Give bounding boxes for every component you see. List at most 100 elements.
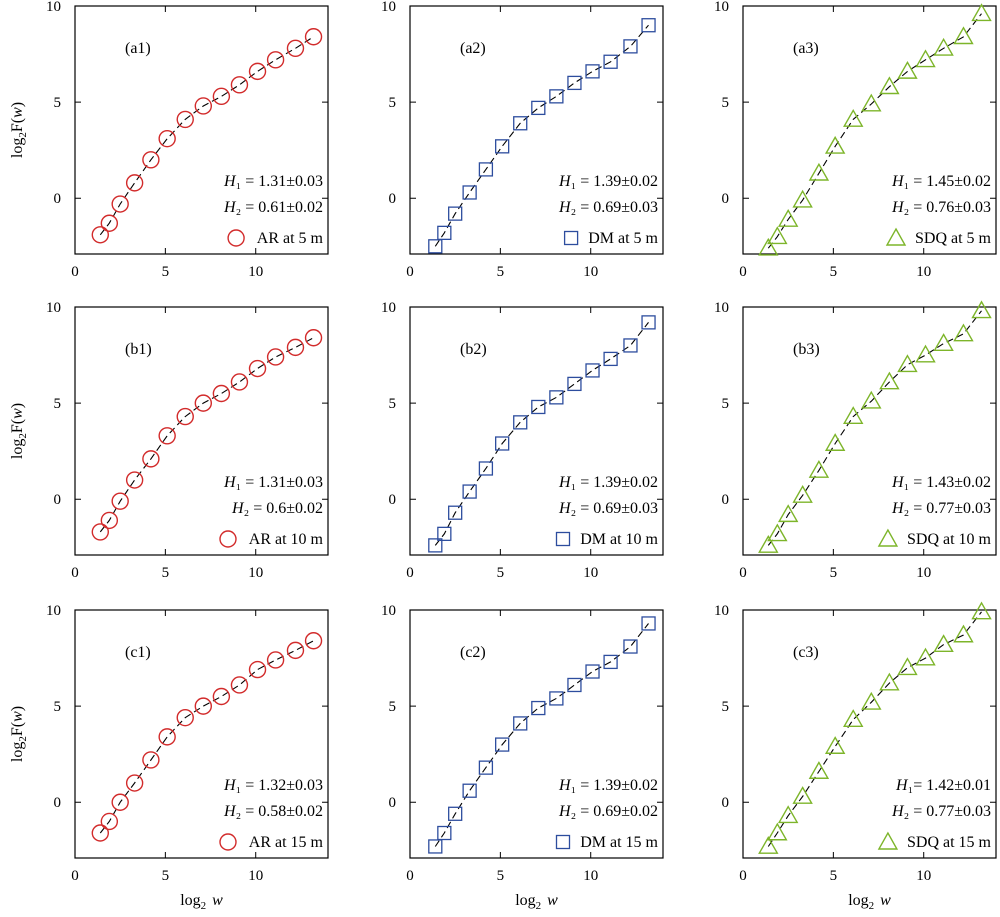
data-point bbox=[808, 459, 830, 478]
h1-value: H₁ = 1.31±0.03 bbox=[223, 173, 323, 190]
y-tick-label: 0 bbox=[54, 492, 62, 508]
data-point bbox=[248, 62, 267, 81]
data-point bbox=[142, 450, 160, 468]
legend-label: AR at 15 m bbox=[249, 834, 324, 851]
x-tick-label: 0 bbox=[71, 868, 79, 884]
data-point bbox=[437, 225, 452, 241]
x-tick-label: 5 bbox=[830, 868, 838, 884]
y-tick-label: 0 bbox=[54, 795, 62, 811]
h2-value: H₂ = 0.69±0.03 bbox=[558, 199, 658, 216]
y-tick-label: 5 bbox=[722, 396, 730, 412]
data-point bbox=[111, 492, 129, 510]
h2-value: H₂ = 0.69±0.03 bbox=[558, 500, 658, 517]
y-tick-label: 10 bbox=[714, 603, 729, 619]
h2-value: H₂ = 0.6±0.02 bbox=[231, 500, 323, 517]
data-point bbox=[953, 26, 974, 45]
legend-marker bbox=[877, 831, 899, 850]
x-tick-label: 5 bbox=[162, 264, 170, 280]
x-tick-label: 5 bbox=[830, 565, 838, 581]
plot-frame bbox=[409, 609, 664, 859]
data-point bbox=[567, 376, 582, 392]
legend-label: AR at 10 m bbox=[249, 531, 324, 548]
y-tick-label: 5 bbox=[54, 95, 62, 111]
data-point bbox=[792, 786, 813, 804]
data-point bbox=[304, 329, 323, 347]
y-axis-label: log2F(w) bbox=[9, 706, 29, 762]
data-point bbox=[933, 634, 954, 653]
y-tick-label: 5 bbox=[389, 396, 397, 412]
plot-frame bbox=[742, 609, 997, 859]
h1-value: H₁ = 1.45±0.02 bbox=[891, 173, 991, 190]
h1-value: H₁ = 1.39±0.02 bbox=[558, 173, 658, 190]
data-point bbox=[448, 505, 463, 520]
data-point bbox=[758, 836, 779, 854]
y-tick-label: 0 bbox=[722, 492, 730, 508]
plot-frame bbox=[409, 5, 664, 255]
x-tick-label: 0 bbox=[71, 565, 79, 581]
data-point bbox=[248, 359, 267, 378]
legend-marker bbox=[555, 834, 571, 850]
data-point bbox=[758, 237, 779, 256]
data-point bbox=[879, 76, 900, 95]
data-point bbox=[230, 373, 249, 391]
legend-label: SDQ at 5 m bbox=[915, 230, 992, 247]
data-point bbox=[971, 601, 992, 620]
data-point bbox=[513, 716, 528, 731]
data-point bbox=[212, 687, 231, 706]
data-point bbox=[91, 226, 110, 244]
data-point bbox=[495, 436, 510, 451]
panel-label: (a3) bbox=[793, 40, 819, 57]
y-tick-label: 5 bbox=[722, 95, 730, 111]
panel-a1: 0 5 10 10 5 0 (a1) H₁ = 1.31±0.03 H₂ = 0.61±0.02… bbox=[9, 0, 329, 280]
data-point bbox=[843, 406, 864, 425]
data-point bbox=[142, 751, 160, 769]
plot-frame bbox=[74, 609, 329, 859]
legend-label: DM at 15 m bbox=[580, 834, 658, 851]
data-point bbox=[304, 28, 323, 46]
legend-marker bbox=[563, 230, 579, 246]
data-point bbox=[266, 348, 285, 366]
plot-frame bbox=[409, 306, 664, 556]
legend-marker bbox=[219, 833, 237, 851]
h2-value: H₂ = 0.76±0.03 bbox=[891, 199, 991, 216]
panel-label: (a1) bbox=[125, 40, 151, 57]
data-point bbox=[897, 354, 918, 373]
legend: SDQ at 15 m bbox=[877, 831, 992, 851]
data-point bbox=[91, 523, 110, 541]
fit-line bbox=[767, 310, 982, 546]
panel-label: (b1) bbox=[125, 341, 152, 358]
legend: SDQ at 10 m bbox=[877, 528, 992, 548]
x-tick-label: 0 bbox=[406, 565, 414, 581]
data-point bbox=[125, 471, 144, 489]
legend: DM at 5 m bbox=[563, 230, 659, 247]
data-point bbox=[125, 774, 144, 792]
plot-frame bbox=[74, 306, 329, 556]
data-point bbox=[861, 691, 882, 710]
data-point bbox=[478, 162, 494, 177]
panel-c2: 0 5 10 10 5 0 (c2) H₁ = 1.39±0.02 H₂ = 0.69±0.02… bbox=[381, 603, 664, 912]
fit-line bbox=[767, 611, 982, 847]
data-point bbox=[91, 824, 110, 842]
data-point bbox=[971, 300, 992, 319]
data-point bbox=[437, 526, 452, 542]
data-point bbox=[549, 89, 564, 104]
data-point bbox=[603, 654, 618, 670]
data-point bbox=[585, 363, 600, 378]
legend-label: DM at 10 m bbox=[580, 531, 658, 548]
data-point bbox=[158, 427, 176, 445]
data-point bbox=[777, 805, 799, 824]
x-tick-label: 10 bbox=[248, 264, 263, 280]
data-point bbox=[125, 174, 144, 192]
panel-label: (a2) bbox=[460, 40, 486, 57]
legend: DM at 15 m bbox=[555, 834, 659, 851]
data-point bbox=[111, 195, 129, 213]
data-point bbox=[567, 677, 582, 693]
plot-frame bbox=[742, 306, 997, 556]
legend-label: DM at 5 m bbox=[588, 230, 658, 247]
data-point bbox=[462, 185, 477, 200]
data-point bbox=[478, 461, 494, 476]
legend-label: AR at 5 m bbox=[257, 230, 324, 247]
data-point bbox=[585, 64, 600, 79]
panel-label: (c3) bbox=[793, 644, 819, 661]
y-tick-label: 10 bbox=[381, 300, 396, 316]
